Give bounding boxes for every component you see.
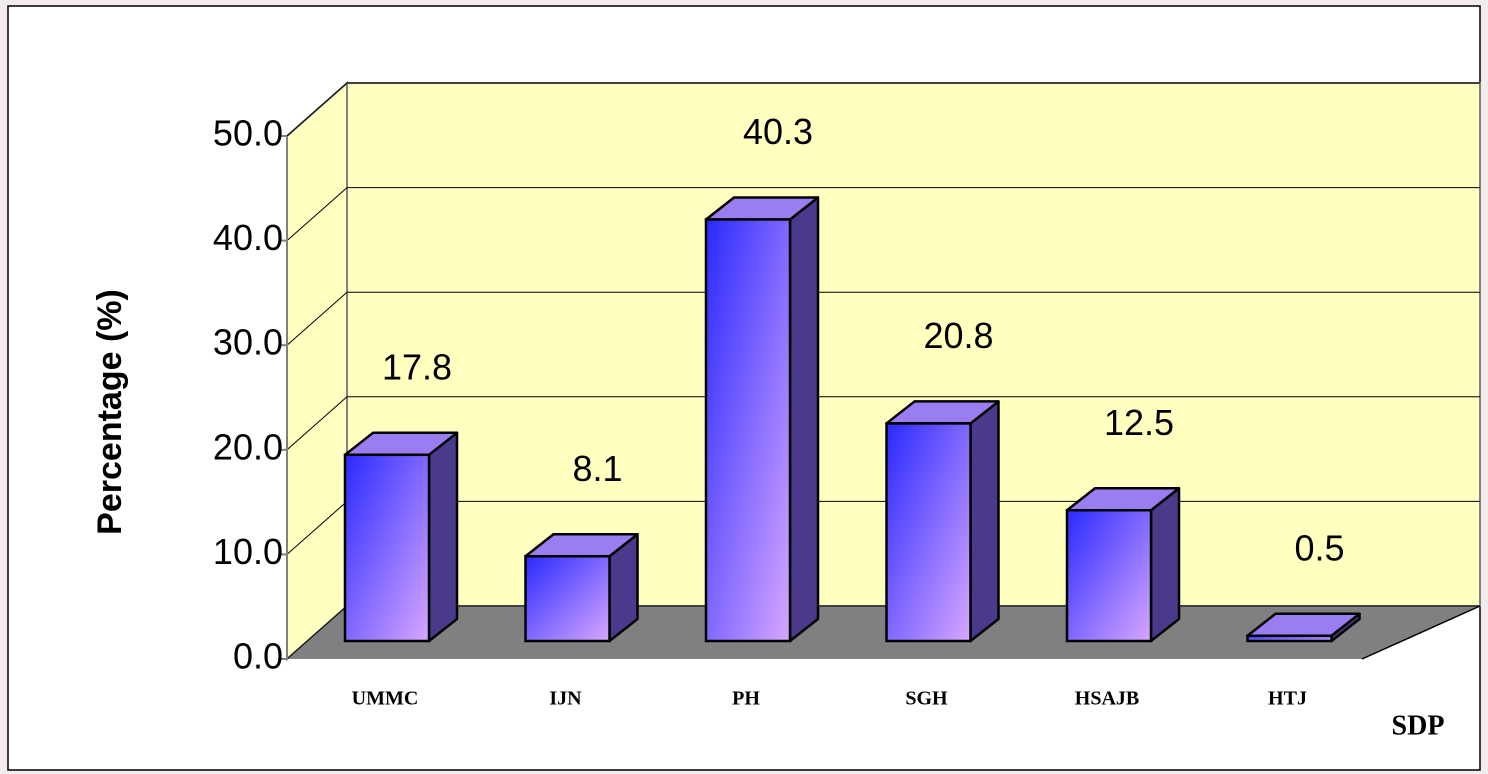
bar-front [1065, 509, 1153, 643]
bar [704, 196, 820, 643]
bar-front [885, 422, 972, 643]
bar-front [704, 218, 792, 643]
bar-side [788, 196, 820, 643]
grid-line-side [286, 501, 348, 555]
y-axis-label: Percentage (%) [91, 289, 129, 535]
grid-line-side [286, 187, 348, 241]
bar [343, 431, 459, 643]
value-label: 40.3 [743, 111, 813, 152]
value-label: 17.8 [382, 346, 452, 387]
y-tick-label: 30.0 [213, 322, 283, 363]
bar [885, 400, 1000, 643]
bar [524, 533, 639, 643]
bar-front [524, 555, 611, 643]
x-tick-label: IJN [549, 688, 582, 710]
bar-side [969, 400, 1000, 643]
y-tick-label: 20.0 [213, 426, 283, 467]
grid-line-side [286, 291, 348, 346]
grid-line-side [286, 396, 348, 451]
bar [1065, 487, 1181, 643]
x-axis-label: SDP [1392, 710, 1445, 741]
plot-area: 0.0 10.0 20.0 30.0 40.0 50.0 17.8 UMMC 8.1 IJN 40.… [213, 80, 1481, 710]
value-label: 0.5 [1294, 527, 1344, 568]
floor-edge [1361, 605, 1481, 660]
bar-side [427, 431, 459, 643]
bar-front [343, 453, 431, 643]
bar-front [1246, 634, 1333, 643]
y-tick-label: 0.0 [233, 636, 283, 677]
x-tick-label: UMMC [352, 688, 419, 710]
value-label: 20.8 [923, 315, 993, 356]
side-wall [286, 80, 348, 662]
x-tick-label: SGH [905, 688, 948, 710]
grid-line-side [286, 605, 348, 660]
y-tick-label: 50.0 [213, 113, 283, 154]
bar-side [1149, 487, 1181, 643]
x-tick-label: PH [732, 688, 760, 710]
value-label: 8.1 [572, 448, 622, 489]
y-tick-label: 10.0 [213, 531, 283, 572]
x-tick-label: HSAJB [1075, 688, 1139, 710]
x-tick-label: HTJ [1268, 688, 1307, 710]
grid-line-side [286, 82, 348, 137]
y-tick-label: 40.0 [213, 217, 283, 258]
bar [1246, 612, 1361, 643]
value-label: 12.5 [1104, 402, 1174, 443]
